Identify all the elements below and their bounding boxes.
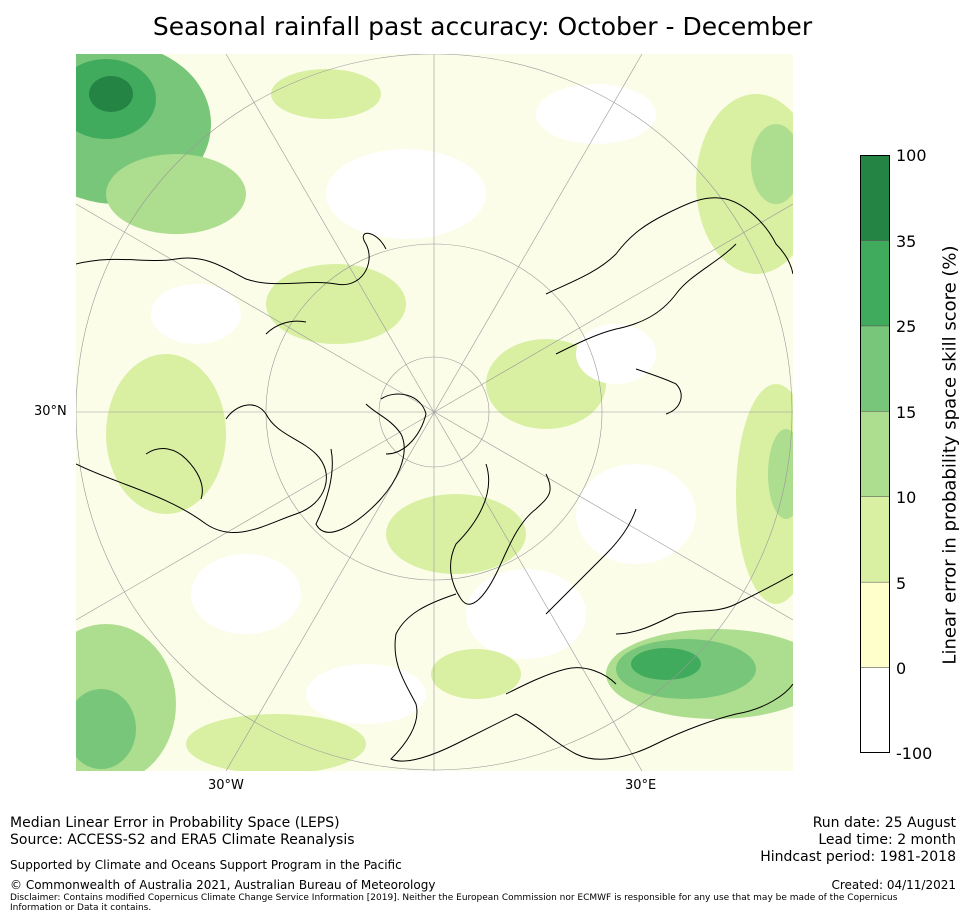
footer-copyright: © Commonwealth of Australia 2021, Austra… (10, 878, 436, 892)
colorbar-bin-15-25 (859, 325, 891, 412)
colorbar-tick-5: 5 (896, 574, 907, 593)
colorbar-tick-10: 10 (896, 488, 917, 507)
map-svg (76, 54, 793, 771)
footer-run-date: Run date: 25 August (812, 815, 956, 831)
lon-label-30w: 30°W (208, 778, 244, 793)
colorbar-tick-15: 15 (896, 403, 917, 422)
footer-hindcast: Hindcast period: 1981-2018 (760, 849, 956, 865)
footer-disclaimer-line1: Disclaimer: Contains modified Copernicus… (10, 893, 898, 903)
skill-field (76, 54, 793, 771)
colorbar-tick-100: 100 (896, 146, 927, 165)
coastlines (76, 197, 793, 762)
colorbar-svg (859, 154, 891, 754)
colorbar-bin-25-35 (859, 240, 891, 327)
colorbar-label: Linear error in probability space skill … (939, 245, 961, 665)
colorbar-bin-5-10 (859, 496, 891, 583)
colorbar-tick-0: 0 (896, 659, 907, 678)
graticule (76, 54, 793, 771)
footer-disclaimer-line2: Information or Data it contains. (10, 903, 152, 913)
colorbar-bin-35-100 (859, 154, 891, 241)
colorbar-bin--100-0 (859, 667, 891, 754)
footer-created: Created: 04/11/2021 (831, 878, 956, 892)
colorbar-tick-minus100: -100 (896, 744, 933, 763)
colorbar (859, 154, 891, 754)
footer-source: Source: ACCESS-S2 and ERA5 Climate Reana… (10, 832, 355, 848)
footer-lead-time: Lead time: 2 month (818, 832, 956, 848)
colorbar-frame (860, 155, 890, 753)
lat-label-30n: 30°N (34, 404, 67, 419)
colorbar-tick-25: 25 (896, 317, 917, 336)
footer-support: Supported by Climate and Oceans Support … (10, 858, 402, 872)
footer-metric: Median Linear Error in Probability Space… (10, 815, 340, 831)
colorbar-bin-0-5 (859, 581, 891, 668)
chart-title: Seasonal rainfall past accuracy: October… (152, 12, 813, 41)
lon-label-30e: 30°E (625, 778, 657, 793)
colorbar-bin-10-15 (859, 411, 891, 497)
polar-map (76, 54, 793, 771)
colorbar-tick-35: 35 (896, 232, 917, 251)
